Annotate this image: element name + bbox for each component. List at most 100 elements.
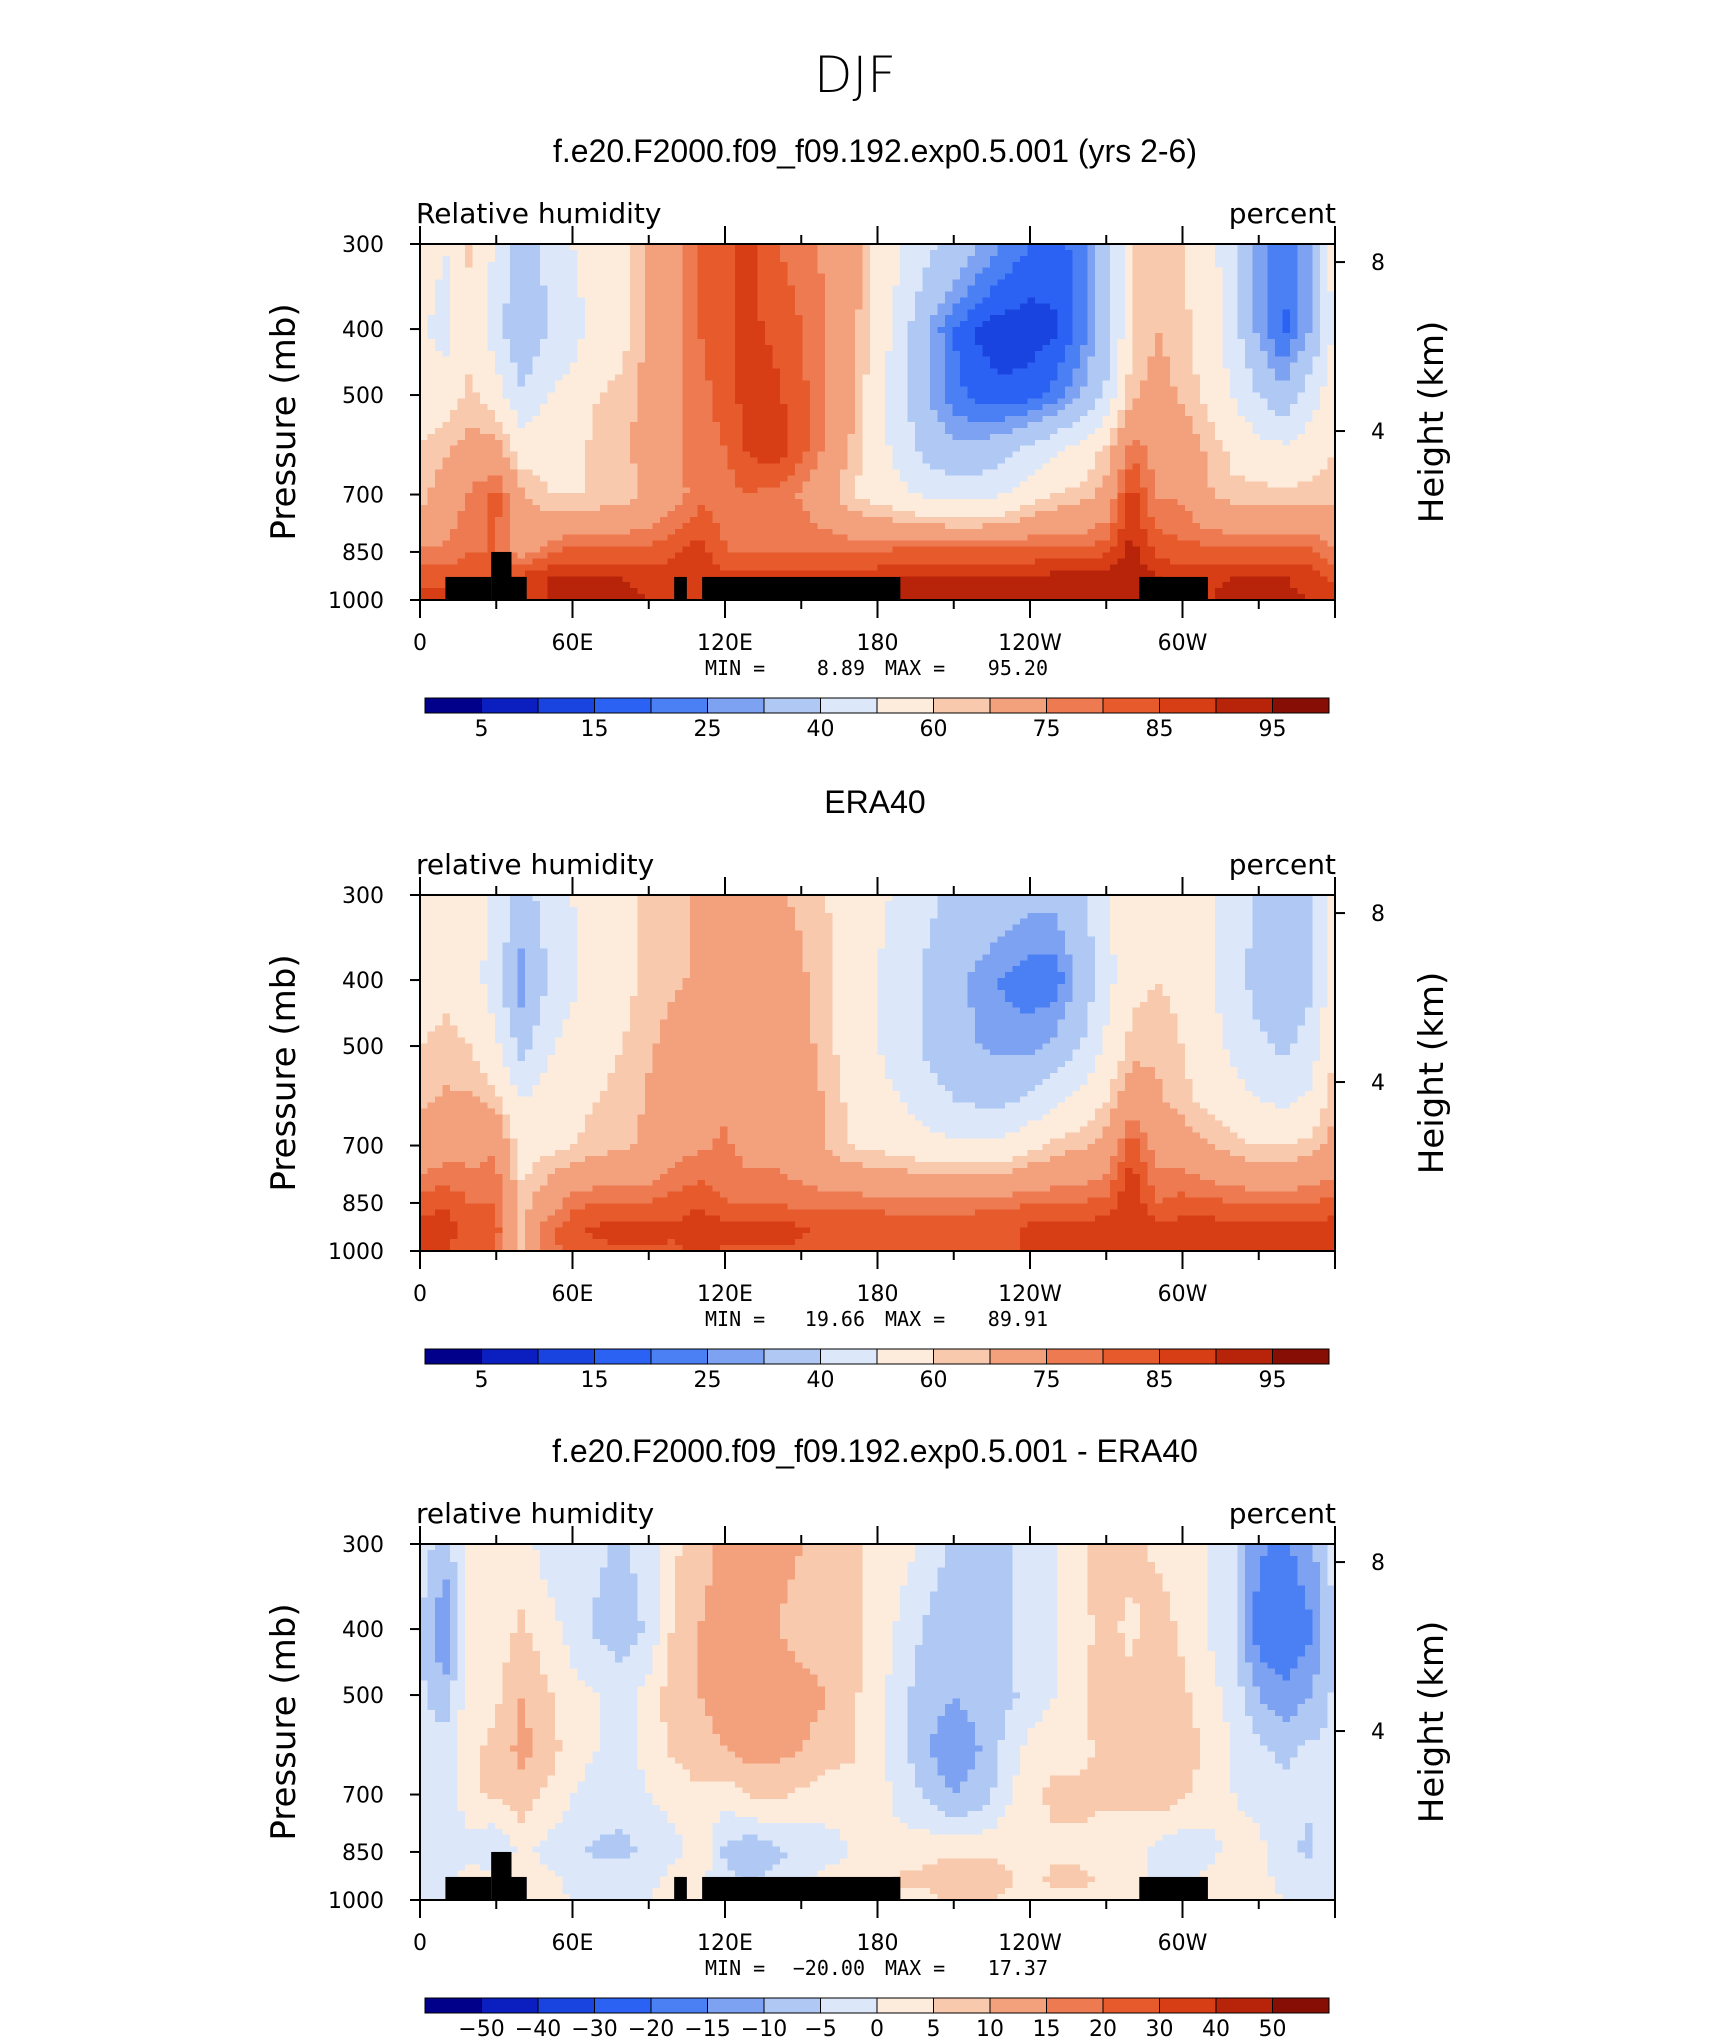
field-cell <box>593 315 601 322</box>
field-cell <box>585 345 593 352</box>
field-cell <box>1065 297 1073 304</box>
field-cell <box>1163 357 1171 364</box>
field-cell <box>705 398 713 405</box>
field-cell <box>525 404 533 411</box>
field-cell <box>1088 458 1096 465</box>
field-cell <box>690 422 698 429</box>
field-cell <box>1125 380 1133 387</box>
field-cell <box>420 481 428 488</box>
field-cell <box>713 422 721 429</box>
field-cell <box>1163 262 1171 269</box>
field-cell <box>623 357 631 364</box>
field-cell <box>1103 422 1111 429</box>
field-cell <box>1013 380 1021 387</box>
field-cell <box>773 268 781 275</box>
field-cell <box>1283 446 1291 453</box>
field-cell <box>1253 422 1261 429</box>
field-cell <box>833 351 841 358</box>
field-cell <box>1275 452 1283 459</box>
field-cell <box>690 274 698 281</box>
field-cell <box>983 392 991 399</box>
field-cell <box>570 357 578 364</box>
field-cell <box>1170 446 1178 453</box>
field-cell <box>450 386 458 393</box>
field-cell <box>960 452 968 459</box>
field-cell <box>840 469 848 476</box>
field-cell <box>780 321 788 328</box>
field-cell <box>953 428 961 435</box>
field-cell <box>1125 386 1133 393</box>
field-cell <box>1155 375 1163 382</box>
field-cell <box>1080 380 1088 387</box>
field-cell <box>1215 398 1223 405</box>
field-cell <box>773 363 781 370</box>
field-cell <box>1110 398 1118 405</box>
field-cell <box>953 452 961 459</box>
field-cell <box>795 297 803 304</box>
field-cell <box>653 321 661 328</box>
field-cell <box>1020 309 1028 316</box>
field-cell <box>1268 464 1276 471</box>
field-cell <box>585 333 593 340</box>
field-cell <box>1140 446 1148 453</box>
field-cell <box>495 481 503 488</box>
field-cell <box>1088 250 1096 257</box>
field-cell <box>668 268 676 275</box>
field-cell <box>525 327 533 334</box>
field-cell <box>908 363 916 370</box>
field-cell <box>503 404 511 411</box>
field-cell <box>855 315 863 322</box>
field-cell <box>1193 327 1201 334</box>
field-cell <box>998 363 1006 370</box>
field-cell <box>1305 428 1313 435</box>
field-cell <box>870 274 878 281</box>
field-cell <box>1080 357 1088 364</box>
field-cell <box>915 280 923 287</box>
field-cell <box>773 345 781 352</box>
field-cell <box>930 315 938 322</box>
field-cell <box>810 363 818 370</box>
field-cell <box>1208 428 1216 435</box>
field-cell <box>1013 286 1021 293</box>
field-cell <box>780 262 788 269</box>
field-cell <box>510 309 518 316</box>
field-cell <box>1305 392 1313 399</box>
field-cell <box>1298 386 1306 393</box>
field-cell <box>1253 404 1261 411</box>
field-cell <box>1133 386 1141 393</box>
field-cell <box>660 464 668 471</box>
field-cell <box>1118 345 1126 352</box>
field-cell <box>420 351 428 358</box>
field-cell <box>945 392 953 399</box>
field-cell <box>1005 458 1013 465</box>
field-cell <box>638 309 646 316</box>
field-cell <box>1298 380 1306 387</box>
field-cell <box>630 333 638 340</box>
field-cell <box>540 303 548 310</box>
field-cell <box>900 309 908 316</box>
field-cell <box>885 357 893 364</box>
field-cell <box>1073 333 1081 340</box>
field-cell <box>758 434 766 441</box>
field-cell <box>855 398 863 405</box>
field-cell <box>923 469 931 476</box>
field-cell <box>795 416 803 423</box>
field-cell <box>1320 297 1328 304</box>
field-cell <box>570 339 578 346</box>
field-cell <box>683 422 691 429</box>
field-cell <box>638 398 646 405</box>
field-cell <box>1260 375 1268 382</box>
field-cell <box>848 422 856 429</box>
field-cell <box>863 351 871 358</box>
field-cell <box>773 321 781 328</box>
field-cell <box>458 410 466 417</box>
field-cell <box>1028 464 1036 471</box>
field-cell <box>1065 339 1073 346</box>
field-cell <box>623 291 631 298</box>
field-cell <box>810 256 818 263</box>
field-cell <box>953 357 961 364</box>
field-cell <box>555 250 563 257</box>
field-cell <box>713 303 721 310</box>
field-cell <box>630 475 638 482</box>
field-cell <box>458 291 466 298</box>
